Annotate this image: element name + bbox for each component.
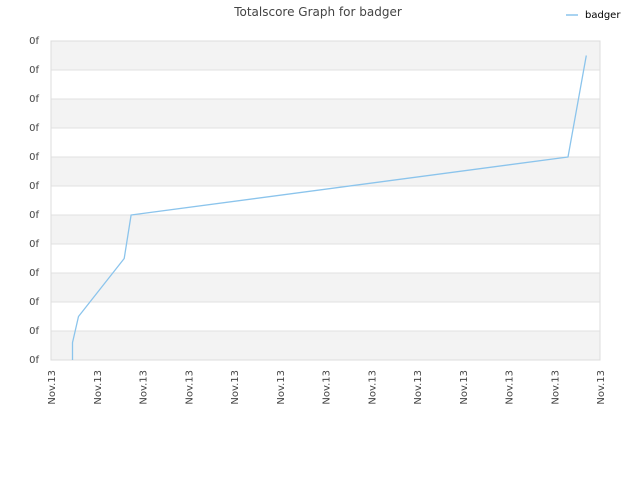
y-axis: 0f 0f 0f 0f 0f 0f 0f 0f 0f 0f 0f 0f: [29, 36, 39, 366]
y-tick-label: 0f: [29, 326, 39, 337]
grid-band: [51, 186, 600, 215]
grid-band: [51, 99, 600, 128]
grid-band: [51, 331, 600, 360]
grid-band: [51, 70, 600, 99]
grid-band: [51, 273, 600, 302]
series-line-badger: [71, 55, 587, 360]
y-tick-label: 0f: [29, 355, 39, 366]
x-tick-label: Nov.13: [139, 370, 150, 405]
series-lines: [71, 55, 587, 360]
chart-title: Totalscore Graph for badger: [233, 5, 402, 19]
x-tick-label: Nov.13: [322, 370, 333, 405]
x-tick-label: Nov.13: [230, 370, 241, 405]
y-tick-label: 0f: [29, 297, 39, 308]
y-tick-label: 0f: [29, 36, 39, 47]
plot-area: [50, 40, 601, 361]
grid-band: [51, 157, 600, 186]
y-tick-label: 0f: [29, 210, 39, 221]
legend: badger: [566, 10, 621, 21]
x-tick-label: Nov.13: [93, 370, 104, 405]
x-tick-label: Nov.13: [505, 370, 516, 405]
x-tick-label: Nov.13: [413, 370, 424, 405]
grid-band: [51, 302, 600, 331]
x-tick-label: Nov.13: [184, 370, 195, 405]
x-tick-label: Nov.13: [276, 370, 287, 405]
x-tick-label: Nov.13: [47, 370, 58, 405]
x-axis: Nov.13 Nov.13 Nov.13 Nov.13 Nov.13 Nov.13 Nov.…: [47, 370, 607, 405]
grid-band: [51, 41, 600, 70]
y-tick-label: 0f: [29, 239, 39, 250]
x-tick-label: Nov.13: [459, 370, 470, 405]
y-tick-label: 0f: [29, 268, 39, 279]
x-tick-label: Nov.13: [367, 370, 378, 405]
x-tick-label: Nov.13: [550, 370, 561, 405]
y-tick-label: 0f: [29, 65, 39, 76]
x-tick-label: Nov.13: [596, 370, 607, 405]
grid-bands: [51, 41, 600, 360]
y-tick-label: 0f: [29, 152, 39, 163]
legend-label-badger: badger: [585, 10, 621, 21]
y-tick-label: 0f: [29, 94, 39, 105]
y-tick-label: 0f: [29, 123, 39, 134]
grid-band: [51, 215, 600, 244]
grid-band: [51, 128, 600, 157]
y-tick-label: 0f: [29, 181, 39, 192]
grid-band: [51, 244, 600, 273]
